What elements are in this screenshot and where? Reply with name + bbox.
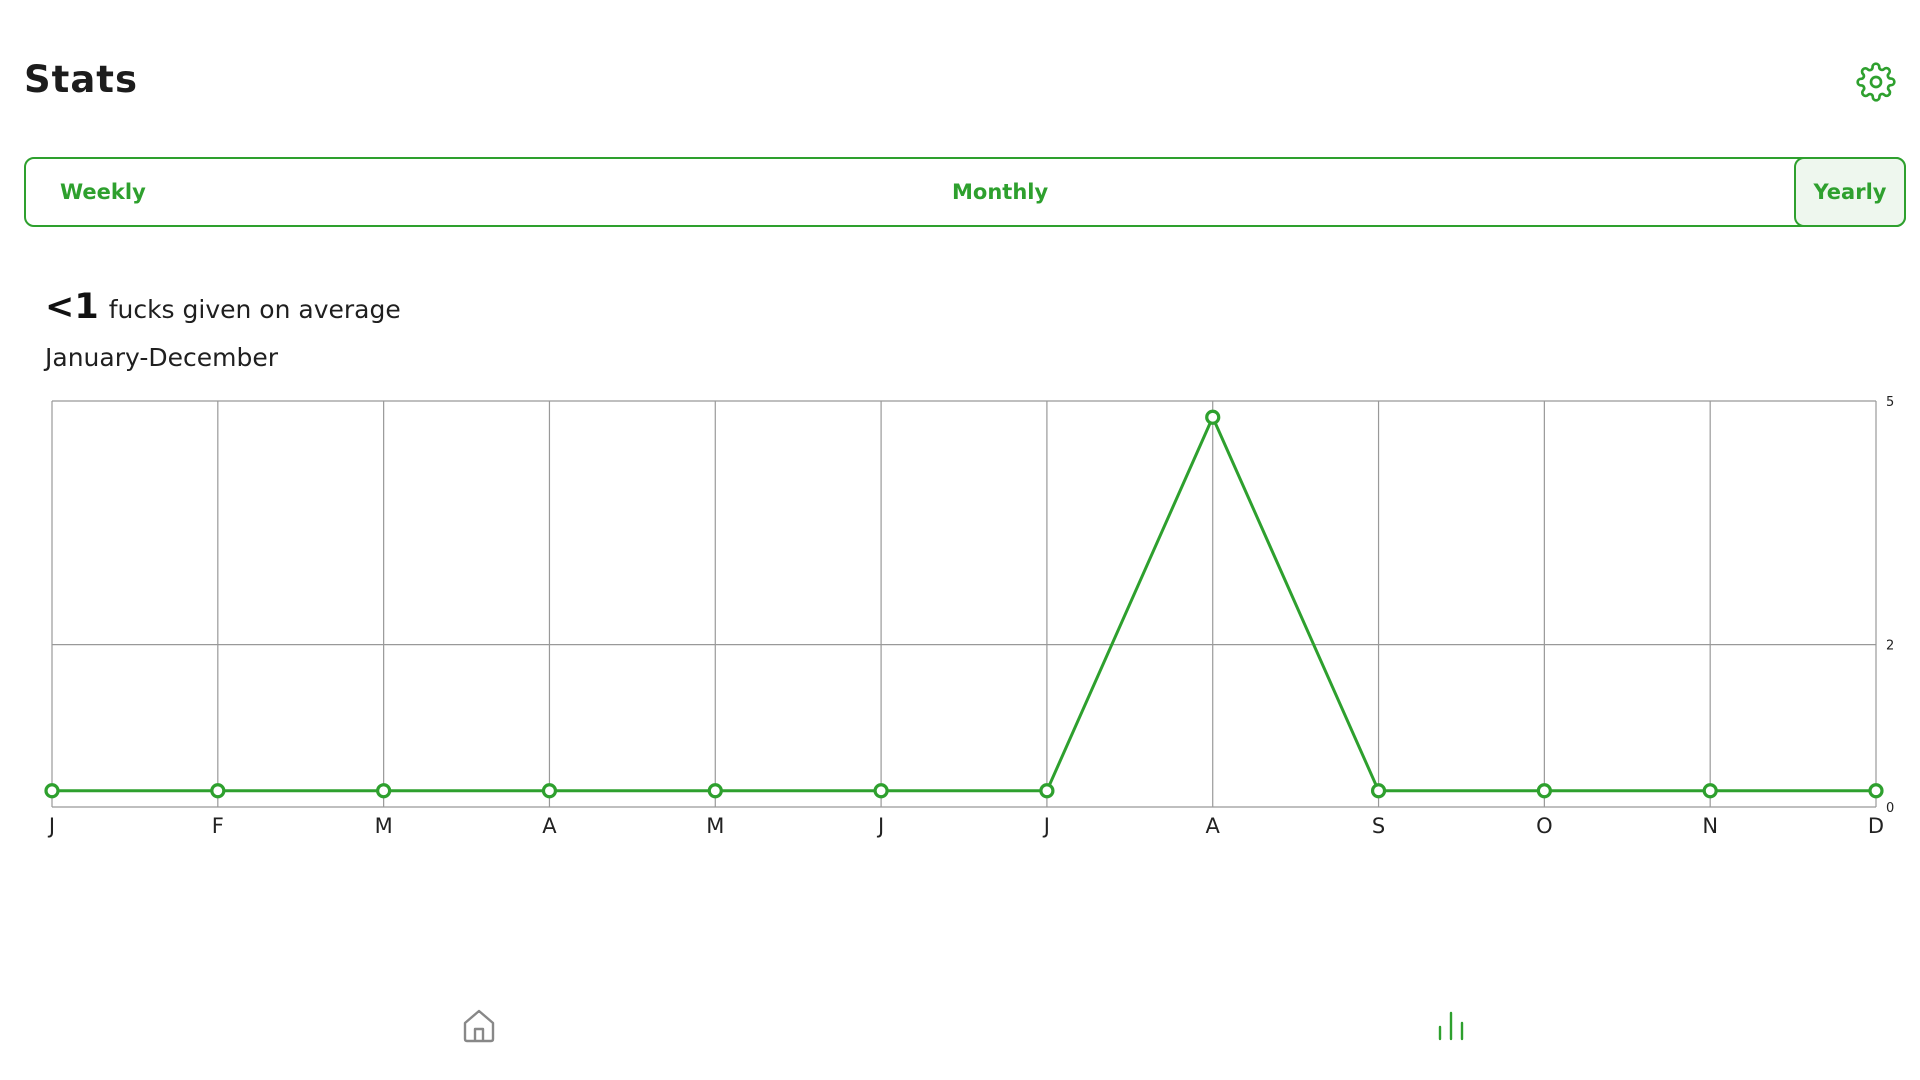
page-title: Stats bbox=[24, 58, 139, 101]
x-tick-label: J bbox=[47, 814, 55, 838]
data-point bbox=[44, 783, 60, 799]
data-point bbox=[1205, 409, 1221, 425]
x-tick-label: M bbox=[706, 814, 724, 838]
data-point bbox=[873, 783, 889, 799]
average-value: <1 bbox=[45, 287, 99, 327]
average-summary: <1 fucks given on average bbox=[45, 287, 401, 327]
data-point bbox=[376, 783, 392, 799]
data-point bbox=[707, 783, 723, 799]
gear-icon[interactable] bbox=[1856, 62, 1896, 102]
header: Stats bbox=[24, 58, 1896, 108]
x-tick-label: J bbox=[876, 814, 884, 838]
x-tick-label: S bbox=[1372, 814, 1385, 838]
data-point bbox=[1868, 783, 1884, 799]
x-tick-label: D bbox=[1868, 814, 1884, 838]
bottom-nav bbox=[0, 1005, 1920, 1050]
x-tick-label: J bbox=[1042, 814, 1050, 838]
tab-weekly[interactable]: Weekly bbox=[60, 180, 146, 204]
x-tick-label: O bbox=[1536, 814, 1553, 838]
bar-chart-icon[interactable] bbox=[1432, 1005, 1470, 1045]
period-range: January-December bbox=[45, 343, 278, 372]
data-point bbox=[541, 783, 558, 799]
home-icon[interactable] bbox=[460, 1005, 498, 1045]
y-tick-label: 5 bbox=[1886, 395, 1894, 410]
data-point bbox=[1702, 783, 1718, 799]
series-line bbox=[52, 413, 1876, 793]
x-tick-label: A bbox=[542, 814, 557, 838]
y-tick-label: 0 bbox=[1886, 801, 1894, 816]
x-tick-label: N bbox=[1702, 814, 1718, 838]
y-tick-label: 2 bbox=[1886, 639, 1894, 654]
x-tick-label: M bbox=[375, 814, 393, 838]
tab-yearly[interactable]: Yearly bbox=[1794, 157, 1906, 227]
data-point bbox=[1039, 783, 1055, 799]
data-point bbox=[1536, 783, 1552, 799]
tab-monthly[interactable]: Monthly bbox=[952, 180, 1049, 204]
period-tabs: Weekly Monthly Yearly bbox=[24, 157, 1906, 227]
x-tick-label: F bbox=[212, 814, 224, 838]
average-label: fucks given on average bbox=[108, 295, 401, 324]
x-tick-label: A bbox=[1206, 814, 1221, 838]
yearly-line-chart: 0 2 5 J F M A M J J A S O N D bbox=[44, 395, 1894, 838]
data-point bbox=[1370, 783, 1387, 799]
data-point bbox=[210, 783, 226, 799]
